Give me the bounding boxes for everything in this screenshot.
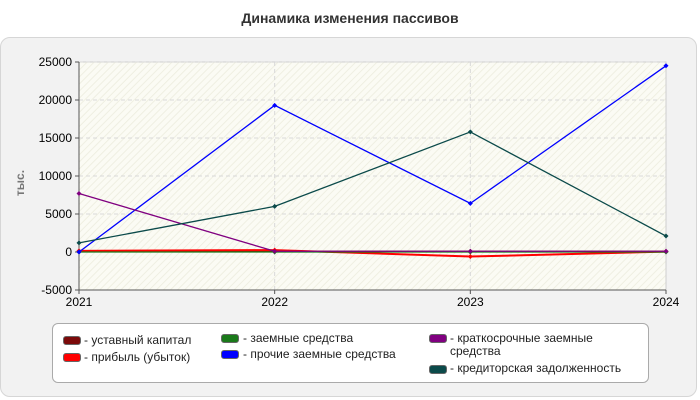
legend-swatch-kreditorskaya — [429, 365, 447, 374]
legend-label-kratkosrochnye: - краткосрочные заемные средства — [450, 331, 593, 358]
y-tick-label: 10000 — [39, 169, 73, 183]
x-tick-labels: 2021 2022 2023 2024 — [66, 295, 680, 309]
series-line — [78, 131, 667, 244]
series-line — [78, 192, 666, 252]
data-point — [663, 233, 669, 239]
data-point — [76, 240, 82, 246]
legend-label-zaemnye: - заемные средства — [243, 331, 354, 345]
data-point — [663, 248, 669, 254]
legend-swatch-pribyl — [63, 353, 81, 362]
data-point — [467, 129, 473, 135]
legend-label-prochie: - прочие заемные средства — [243, 347, 396, 361]
y-tick-label: -5000 — [41, 283, 72, 297]
x-tick-label: 2024 — [653, 295, 680, 309]
legend-swatch-zaemnye — [221, 334, 239, 343]
data-point — [467, 200, 473, 206]
legend-swatch-ustavnyi — [63, 336, 81, 345]
y-tick-label: 5000 — [45, 207, 72, 221]
data-point — [467, 248, 473, 254]
x-tick-label: 2022 — [261, 295, 288, 309]
y-tick-label: 20000 — [39, 93, 73, 107]
y-tick-label: 15000 — [39, 131, 73, 145]
series-line — [78, 65, 667, 253]
data-point — [467, 254, 473, 260]
y-tick-label: 0 — [65, 245, 72, 259]
chart-title: Динамика изменения пассивов — [241, 10, 459, 26]
x-tick-label: 2021 — [66, 295, 93, 309]
data-point — [76, 249, 82, 255]
legend: - уставный капитал - прибыль (убыток) - … — [52, 323, 649, 383]
legend-swatch-prochie — [221, 350, 239, 359]
data-point — [272, 203, 278, 209]
x-tick-label: 2023 — [457, 295, 484, 309]
series-lines — [76, 63, 669, 260]
y-tick-labels: 25000 20000 15000 10000 5000 0 -5000 — [39, 55, 73, 297]
data-point — [76, 190, 82, 196]
data-point — [272, 248, 278, 254]
legend-swatch-kratkosrochnye — [429, 334, 447, 343]
legend-label-kreditorskaya: - кредиторская задолженность — [450, 361, 622, 375]
y-tick-label: 25000 — [39, 55, 73, 69]
legend-label-pribyl: - прибыль (убыток) — [84, 350, 191, 364]
data-point — [663, 63, 669, 69]
series-line — [78, 249, 667, 258]
data-point — [272, 102, 278, 108]
legend-label-ustavnyi: - уставный капитал — [84, 333, 192, 347]
